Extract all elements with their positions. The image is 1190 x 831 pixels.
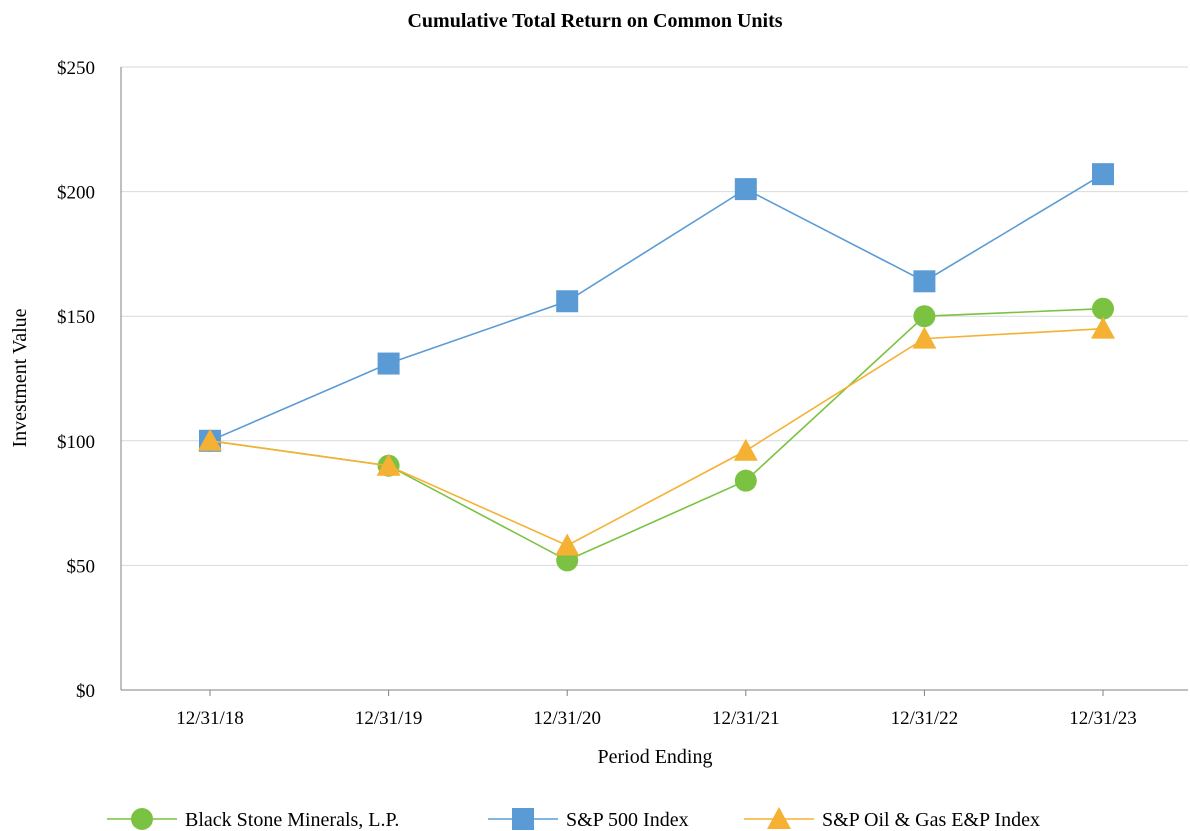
legend-label: S&P Oil & Gas E&P Index <box>822 809 1040 831</box>
series-line <box>209 173 1104 442</box>
y-tick-label: $250 <box>57 58 95 79</box>
series-1 <box>199 163 1114 452</box>
legend-item: S&P 500 Index <box>488 808 689 831</box>
series-0 <box>199 297 1114 572</box>
legend-item: Black Stone Minerals, L.P. <box>107 808 399 831</box>
data-point <box>733 438 758 461</box>
gridlines <box>121 66 1188 566</box>
series-line <box>209 327 1104 547</box>
data-point <box>912 326 937 349</box>
data-point <box>734 178 757 201</box>
data-point <box>376 453 401 476</box>
chart-title: Cumulative Total Return on Common Units <box>407 10 782 32</box>
y-tick-label: $150 <box>57 307 95 328</box>
y-tick-labels: $0 $50 $100 $150 $200 $250 <box>57 58 95 702</box>
y-axis-label: Investment Value <box>9 308 31 447</box>
x-tick-label: 12/31/18 <box>176 708 244 729</box>
data-point <box>555 533 580 556</box>
data-point <box>1091 316 1115 339</box>
legend-marker <box>131 808 153 830</box>
legend-item: S&P Oil & Gas E&P Index <box>744 807 1040 831</box>
x-tick-label: 12/31/20 <box>533 708 601 729</box>
legend-label: S&P 500 Index <box>566 809 689 831</box>
y-tick-label: $200 <box>57 183 95 204</box>
legend: Black Stone Minerals, L.P. S&P 500 Index S… <box>107 807 1040 831</box>
legend-marker <box>767 807 791 829</box>
x-tick-labels: 12/31/18 12/31/19 12/31/20 12/31/21 12/31/22… <box>176 690 1137 729</box>
data-point <box>1092 297 1114 320</box>
data-point <box>913 305 936 328</box>
data-point <box>1092 163 1114 186</box>
series-line <box>209 307 1104 562</box>
x-tick-label: 12/31/19 <box>355 708 423 729</box>
series-group <box>198 163 1115 572</box>
data-point <box>198 428 222 451</box>
data-point <box>913 270 936 293</box>
data-point <box>556 290 579 313</box>
x-tick-label: 12/31/22 <box>891 708 959 729</box>
x-tick-label: 12/31/21 <box>712 708 780 729</box>
y-tick-label: $0 <box>76 681 95 702</box>
data-point <box>734 469 757 492</box>
data-point <box>377 352 400 375</box>
legend-marker <box>512 808 534 830</box>
series-2 <box>198 316 1115 556</box>
y-tick-label: $50 <box>67 556 96 577</box>
x-tick-label: 12/31/23 <box>1069 708 1137 729</box>
legend-label: Black Stone Minerals, L.P. <box>185 809 399 831</box>
y-tick-label: $100 <box>57 432 95 453</box>
x-axis-label: Period Ending <box>598 746 713 768</box>
